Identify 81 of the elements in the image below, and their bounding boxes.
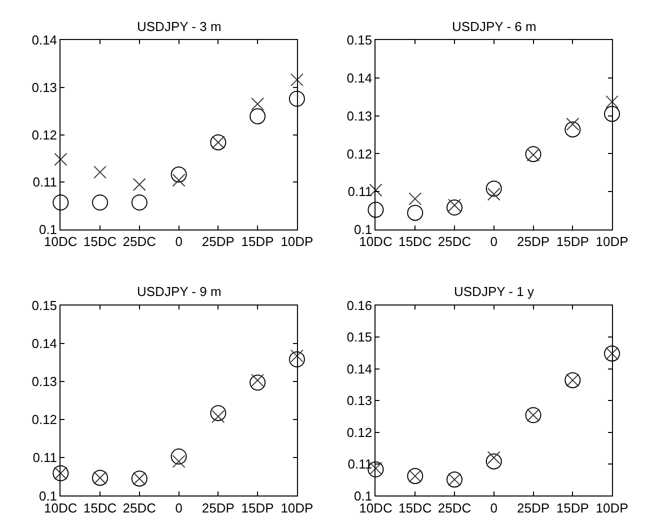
- point: [606, 95, 619, 108]
- point: [290, 73, 304, 86]
- point: [487, 451, 500, 464]
- point: [250, 374, 266, 391]
- y-tick-label: 0.14: [32, 336, 58, 351]
- point: [288, 351, 305, 368]
- x-tick-label: 25DP: [516, 500, 550, 516]
- y-tick-label: 0.11: [348, 184, 372, 200]
- x-tick-label: 25DC: [438, 234, 472, 250]
- chart-title: USDJPY - 9 m: [137, 284, 222, 299]
- y-tick-label: 0.11: [32, 450, 58, 466]
- point: [54, 152, 68, 166]
- point: [566, 118, 580, 131]
- x-tick-label: 0: [490, 234, 498, 250]
- point: [210, 405, 226, 422]
- x-tick-label: 10DP: [596, 234, 628, 250]
- point: [170, 448, 187, 464]
- point: [407, 204, 424, 221]
- y-tick-label: 0.13: [32, 374, 58, 390]
- point: [251, 97, 264, 110]
- y-tick-label: 0.13: [346, 393, 372, 408]
- chart-title: USDJPY - 6 m: [452, 19, 536, 34]
- point: [212, 410, 225, 424]
- point: [448, 198, 461, 212]
- x-tick-label: 15DP: [241, 234, 274, 250]
- x-tick-label: 15DC: [83, 500, 117, 516]
- y-tick-label: 0.13: [346, 108, 372, 124]
- x-tick-label: 15DP: [556, 500, 589, 516]
- chart-title: USDJPY - 3 m: [137, 19, 222, 34]
- y-tick-label: 0.13: [32, 80, 58, 95]
- y-tick-label: 0.15: [32, 298, 58, 313]
- point: [564, 121, 581, 138]
- point: [251, 374, 264, 387]
- point: [172, 454, 186, 468]
- x-tick-label: 15DC: [83, 234, 117, 250]
- x-tick-label: 15DP: [241, 500, 274, 516]
- point: [288, 90, 305, 107]
- y-tick-label: 0.14: [346, 70, 372, 86]
- point: [604, 106, 620, 122]
- x-tick-label: 25DC: [438, 500, 472, 516]
- point: [94, 166, 107, 179]
- x-tick-label: 25DP: [202, 234, 234, 250]
- y-tick-label: 0.12: [32, 412, 58, 428]
- point: [486, 180, 502, 197]
- point: [446, 200, 462, 216]
- x-tick-label: 25DP: [202, 500, 234, 516]
- x-tick-label: 10DP: [280, 500, 314, 516]
- y-tick-label: 0.14: [346, 361, 372, 376]
- y-tick-label: 0.14: [32, 32, 58, 48]
- y-tick-label: 0.11: [32, 174, 58, 190]
- y-tick-label: 0.12: [346, 424, 372, 440]
- y-tick-label: 0.12: [32, 127, 58, 142]
- x-tick-label: 15DP: [556, 234, 589, 250]
- point: [250, 108, 266, 124]
- x-tick-label: 15DC: [398, 500, 432, 516]
- point: [52, 194, 69, 210]
- point: [92, 194, 108, 210]
- point: [408, 192, 422, 206]
- x-tick-label: 25DC: [122, 234, 156, 250]
- point: [172, 174, 186, 187]
- y-tick-label: 0.15: [346, 330, 372, 345]
- x-tick-label: 0: [490, 500, 498, 516]
- y-tick-label: 0.12: [346, 146, 372, 162]
- chart-title: USDJPY - 1 y: [454, 284, 534, 299]
- x-tick-label: 10DP: [280, 234, 314, 250]
- point: [290, 349, 304, 362]
- point: [132, 178, 146, 192]
- x-tick-label: 0: [175, 500, 182, 516]
- y-tick-label: 0.15: [346, 32, 372, 48]
- y-tick-label: 0.11: [348, 456, 372, 472]
- point: [368, 202, 384, 218]
- x-tick-label: 25DP: [516, 234, 550, 250]
- y-tick-label: 0.16: [346, 298, 372, 313]
- x-tick-label: 25DC: [122, 500, 156, 516]
- x-tick-label: 0: [175, 234, 182, 250]
- point: [486, 453, 502, 470]
- point: [170, 166, 187, 183]
- point: [487, 188, 500, 201]
- x-tick-label: 10DP: [596, 500, 628, 516]
- x-tick-label: 15DC: [398, 234, 432, 250]
- point: [131, 194, 148, 210]
